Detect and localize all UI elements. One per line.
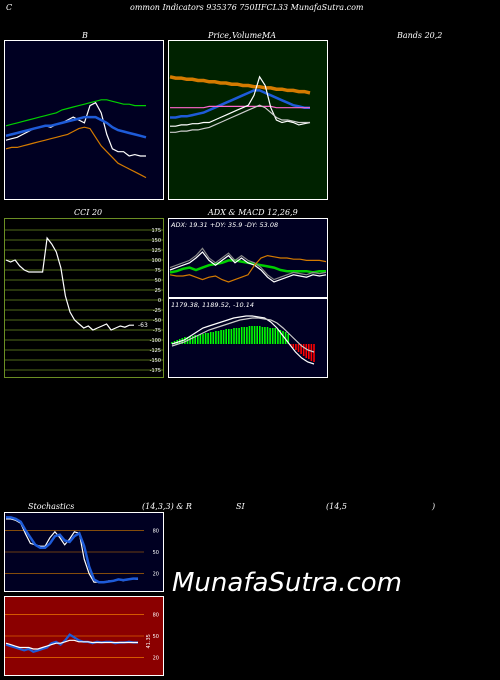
cci-tick-label-11: -100 <box>150 338 161 344</box>
cci-tick-label-10: -75 <box>153 328 161 334</box>
rsi-label-b: (14,5 <box>326 502 347 511</box>
cci-chart: 175 150 125 100 75 50 25 0 -25 -50 -75 -100 -125 -150… <box>4 218 164 378</box>
adx-readout: ADX: 19.31 +DY: 35.9 -DY: 53.08 <box>170 221 278 229</box>
macd-chart: 1179.38, 1189.52, -10.14 <box>168 298 328 378</box>
bollinger-series-3 <box>5 126 147 179</box>
stoch-tick-label-1: 50 <box>153 550 159 556</box>
cci-tick-label-9: -50 <box>153 318 161 324</box>
cci-last-value: -63 <box>138 322 148 329</box>
bollinger-series-1 <box>5 115 147 139</box>
adx-series-1 <box>169 251 327 283</box>
adx-series-2 <box>169 247 327 281</box>
stoch-tick-label-0: 80 <box>153 528 159 534</box>
cci-tick-label-12: -125 <box>150 348 161 354</box>
cci-tick-label-1: 150 <box>151 238 161 244</box>
panel-background <box>168 40 328 200</box>
cci-tick-label-5: 50 <box>155 278 161 284</box>
bollinger-label: B <box>82 31 88 40</box>
cci-tick-label-6: 25 <box>155 288 161 294</box>
bands-label: Bands 20,2 <box>397 31 443 40</box>
price-ma-series-1 <box>170 89 310 119</box>
bollinger-series-2 <box>5 99 146 127</box>
bollinger-chart <box>4 40 164 200</box>
rsi-label-a: SI <box>236 502 245 511</box>
rsi-tick-label-2: 20 <box>153 656 159 662</box>
adx-series-3 <box>169 254 327 283</box>
rsi-tick-label-0: 80 <box>153 612 159 618</box>
price-label-c: MA <box>262 31 276 40</box>
price-label-b: Volume, <box>232 31 265 40</box>
stoch-label-a: Stochastics <box>28 502 75 511</box>
stoch-tick-label-2: 20 <box>153 572 159 578</box>
price-ma-chart <box>168 40 328 200</box>
macd-series-0 <box>171 315 315 365</box>
cci-tick-label-3: 100 <box>151 258 161 264</box>
rsi-chart: 80 50 20 41.35 <box>4 596 164 676</box>
cci-tick-label-4: 75 <box>155 268 161 274</box>
cci-tick-label-13: -150 <box>150 358 161 364</box>
header-c-letter: C <box>6 3 13 12</box>
macd-series-1 <box>171 317 315 353</box>
stoch-series-1 <box>6 516 138 584</box>
cci-tick-label-14: -175 <box>150 368 161 374</box>
header-title: ommon Indicators 935376 750IIFCL33 Munaf… <box>130 3 364 12</box>
adx-chart: ADX: 19.31 +DY: 35.9 -DY: 53.08 <box>168 218 328 298</box>
macd-readout: 1179.38, 1189.52, -10.14 <box>171 301 254 309</box>
cci-tick-label-2: 125 <box>151 248 161 254</box>
cci-tick-label-8: -25 <box>153 308 161 314</box>
watermark: MunafaSutra.com <box>172 568 403 598</box>
price-ma-series-3 <box>170 75 311 127</box>
cci-tick-label-0: 175 <box>151 228 161 234</box>
price-ma-series-0 <box>169 75 311 95</box>
rsi-side-label: 41.35 <box>146 634 152 648</box>
rsi-series-1 <box>5 639 138 650</box>
rsi-tick-label-1: 50 <box>153 634 159 640</box>
stochastics-chart: 80 50 20 <box>4 512 164 592</box>
adx-macd-label: ADX & MACD 12,26,9 <box>208 208 298 217</box>
panel-background <box>4 218 164 378</box>
cci-tick-label-7: 0 <box>158 298 161 304</box>
price-label-a: Price, <box>208 31 232 40</box>
price-ma-series-4 <box>170 104 310 133</box>
price-ma-series-2 <box>170 105 310 109</box>
stoch-label-b: (14,3,3) & R <box>142 502 192 511</box>
cci-series-0 <box>5 236 134 331</box>
rsi-label-c: ) <box>432 502 436 511</box>
cci-label: CCI 20 <box>74 208 103 217</box>
